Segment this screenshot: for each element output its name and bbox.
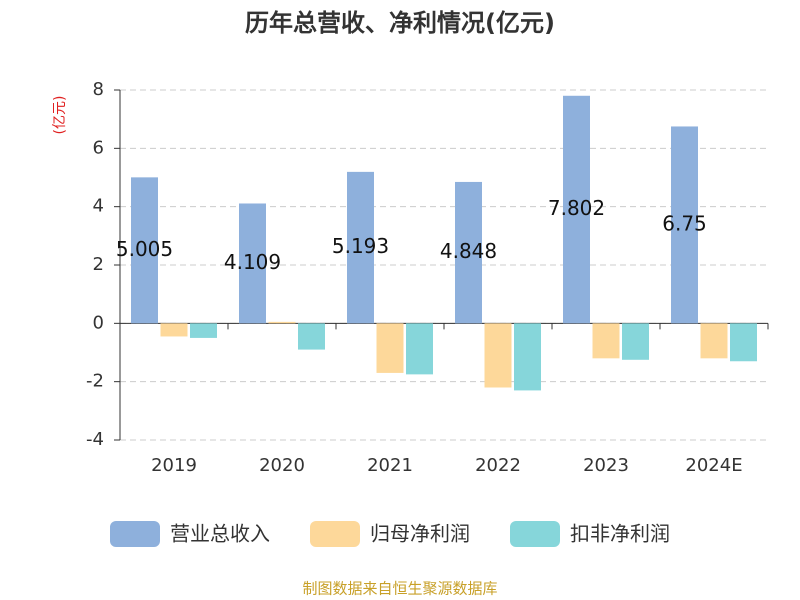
bar [514, 323, 541, 391]
legend-swatch [310, 521, 360, 547]
y-tick-label: 2 [93, 254, 104, 275]
y-axis-label: (亿元) [52, 96, 68, 135]
bar [131, 177, 158, 324]
bar [347, 171, 374, 324]
bar [455, 181, 482, 324]
bar [563, 95, 590, 324]
data-label: 5.193 [332, 234, 389, 258]
bar [484, 323, 512, 388]
data-label: 4.848 [440, 239, 497, 263]
bar [406, 323, 433, 375]
x-tick-label: 2020 [259, 455, 305, 476]
bar [730, 323, 757, 362]
bar [268, 321, 296, 324]
bar [671, 126, 698, 324]
legend-label: 归母净利润 [370, 522, 470, 546]
x-tick-label: 2022 [475, 455, 521, 476]
data-label: 7.802 [548, 196, 605, 220]
data-label: 5.005 [116, 237, 173, 261]
bar [160, 323, 188, 337]
y-tick-label: -4 [86, 429, 104, 450]
bar [190, 323, 217, 338]
x-tick-label: 2023 [583, 455, 629, 476]
y-tick-label: 6 [93, 137, 104, 158]
legend-swatch [110, 521, 160, 547]
chart-title: 历年总营收、净利情况(亿元) [245, 9, 555, 37]
data-label: 4.109 [224, 250, 281, 274]
bar [622, 323, 649, 360]
data-label: 6.75 [662, 211, 707, 235]
x-tick-label: 2019 [151, 455, 197, 476]
y-tick-label: -2 [86, 371, 104, 392]
bar [239, 203, 266, 324]
y-tick-label: 0 [93, 312, 104, 333]
legend-label: 扣非净利润 [570, 522, 670, 546]
bar [592, 323, 620, 359]
legend-swatch [510, 521, 560, 547]
bar [700, 323, 728, 359]
y-tick-label: 8 [93, 79, 104, 100]
bar [376, 323, 404, 373]
x-tick-label: 2024E [685, 455, 742, 476]
legend-label: 营业总收入 [170, 522, 270, 546]
source-note: 制图数据来自恒生聚源数据库 [302, 580, 497, 598]
y-tick-label: 4 [93, 196, 104, 217]
bar [298, 323, 325, 350]
x-tick-label: 2021 [367, 455, 413, 476]
